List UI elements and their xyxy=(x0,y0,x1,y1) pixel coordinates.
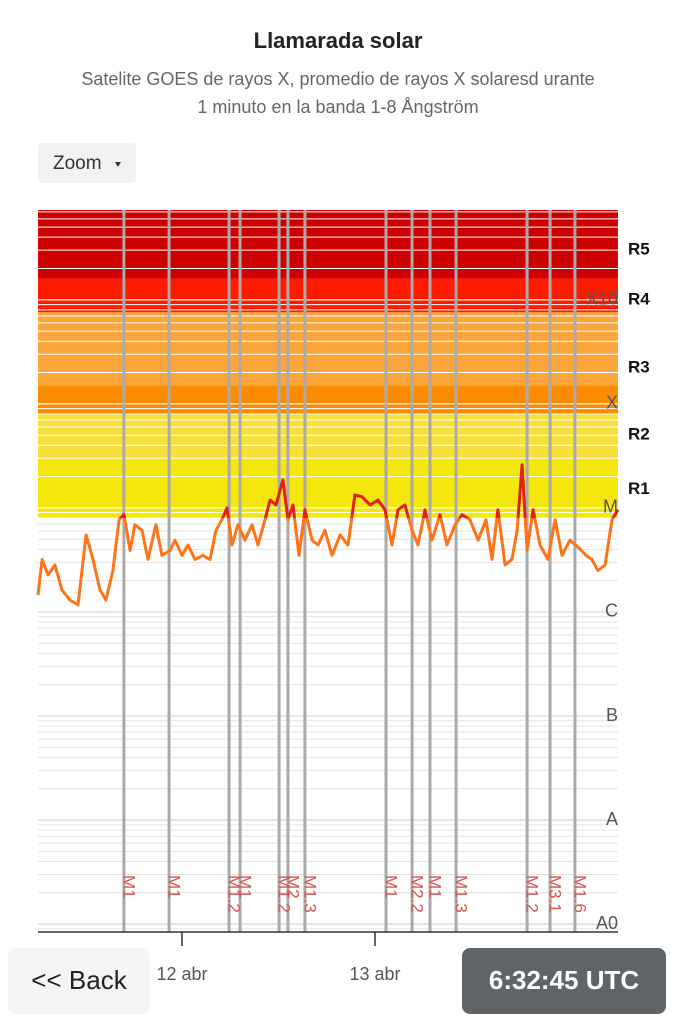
flare-label: M2.2 xyxy=(408,875,427,913)
y-tick-label: M xyxy=(603,497,618,517)
series-line xyxy=(36,463,620,607)
chart-subtitle: 1 minuto en la banda 1-8 Ångström xyxy=(197,97,478,117)
flare-label: M3.1 xyxy=(546,875,565,913)
back-label[interactable]: << Back xyxy=(31,965,127,995)
flare-label: M1 xyxy=(119,875,138,899)
r-level-label: R1 xyxy=(628,479,650,498)
x-tick-label: 13 abr xyxy=(349,964,400,984)
flare-label: M1.3 xyxy=(452,875,471,913)
level-band xyxy=(38,385,618,414)
r-level-label: R2 xyxy=(628,425,650,444)
zoom-label[interactable]: Zoom xyxy=(53,153,102,174)
flare-label: M1.2 xyxy=(275,875,294,913)
level-band xyxy=(38,210,618,279)
flare-label: M1.3 xyxy=(300,875,319,913)
flare-label: M1 xyxy=(426,875,445,899)
y-tick-label: A0 xyxy=(596,913,618,933)
r-level-label: R5 xyxy=(628,240,650,259)
y-tick-label: X xyxy=(606,393,618,413)
flare-label: M1 xyxy=(236,875,255,899)
x-tick-label: 12 abr xyxy=(156,964,207,984)
y-tick-label: A xyxy=(606,809,618,829)
flare-label: M1 xyxy=(165,875,184,899)
flare-label: M1 xyxy=(382,875,401,899)
clock: 6:32:45 UTC xyxy=(462,948,666,1014)
r-level-label: R4 xyxy=(628,289,650,308)
back-button-bg[interactable] xyxy=(8,948,150,1014)
level-band xyxy=(38,312,618,386)
flare-label: M1.2 xyxy=(523,875,542,913)
level-band xyxy=(38,278,618,313)
flares xyxy=(122,210,577,932)
level-band xyxy=(38,413,618,459)
y-tick-label: X10 xyxy=(586,289,618,309)
zoom-button[interactable]: Zoom xyxy=(38,143,136,183)
zoom-button-bg[interactable] xyxy=(38,143,136,183)
chart-subtitle: Satelite GOES de rayos X, promedio de ra… xyxy=(81,69,594,89)
r-level-label: R3 xyxy=(628,358,650,377)
y-tick-label: C xyxy=(605,601,618,621)
chart-title: Llamarada solar xyxy=(254,28,423,53)
flare-label: M1.6 xyxy=(570,875,589,913)
y-tick-label: B xyxy=(606,705,618,725)
clock-bg xyxy=(462,948,666,1014)
back-button[interactable]: << Back xyxy=(8,948,150,1014)
flare-label: M1.2 xyxy=(225,875,244,913)
clock-label: 6:32:45 UTC xyxy=(489,965,639,995)
zoom-caret[interactable] xyxy=(115,162,121,167)
flare-label: M2 xyxy=(283,875,302,899)
